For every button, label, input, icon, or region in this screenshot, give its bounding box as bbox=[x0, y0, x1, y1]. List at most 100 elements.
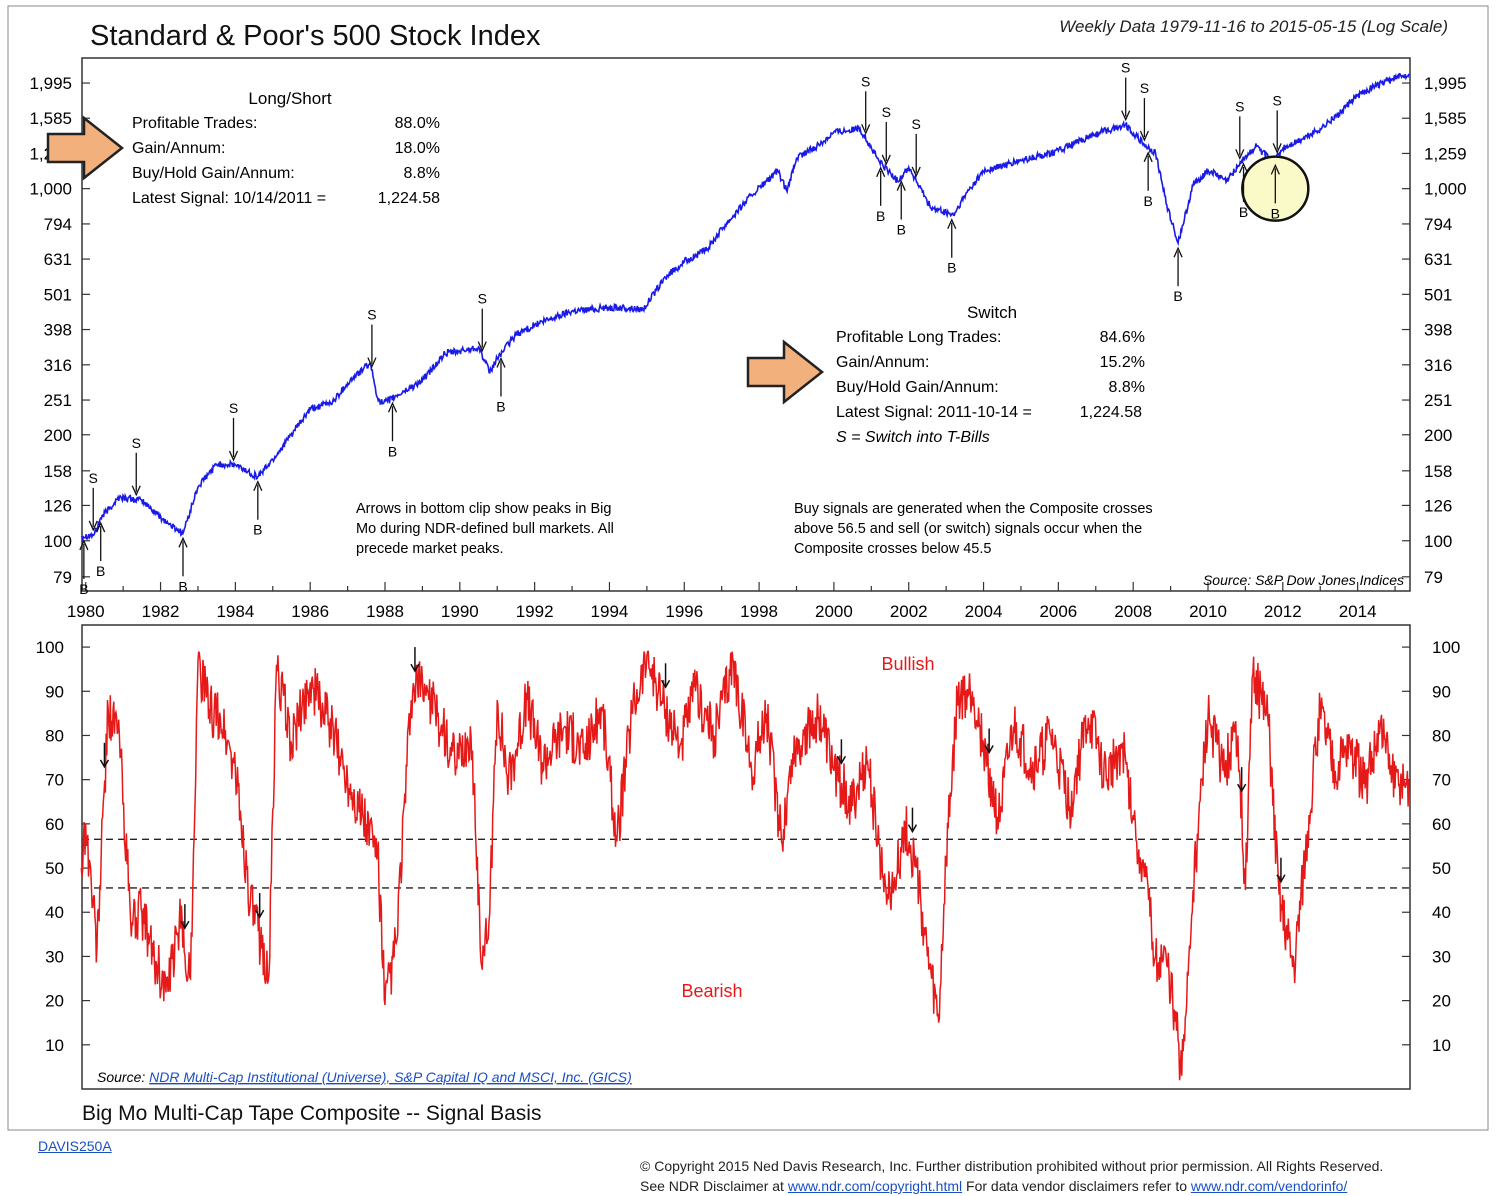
arrows-note-line-2: Mo during NDR-defined bull markets. All bbox=[356, 521, 614, 537]
buy-signal-label: B bbox=[1173, 288, 1182, 304]
buy-signal: B bbox=[496, 356, 506, 414]
peak-arrow-head-icon bbox=[660, 679, 671, 689]
buy-signal: B bbox=[178, 536, 188, 594]
buy-arrow-head-icon bbox=[896, 179, 906, 191]
peak-arrow-head-icon bbox=[255, 909, 265, 919]
copyright-notice: © Copyright 2015 Ned Davis Research, Inc… bbox=[640, 1156, 1383, 1196]
ls-label-3: Buy/Hold Gain/Annum: bbox=[132, 165, 295, 182]
peak-arrow-icon bbox=[99, 742, 110, 769]
vendor-info-link[interactable]: www.ndr.com/vendorinfo/ bbox=[1190, 1178, 1348, 1194]
composite-source-link[interactable]: NDR Multi-Cap Institutional (Universe), … bbox=[149, 1069, 632, 1085]
price-x-label: 1992 bbox=[516, 602, 554, 621]
buy-signal: B bbox=[96, 521, 106, 579]
price-x-label: 2010 bbox=[1189, 602, 1227, 621]
buy-arrow-head-icon bbox=[387, 401, 398, 413]
composite-y-label-right: 100 bbox=[1432, 638, 1460, 657]
sell-arrow-head-icon bbox=[88, 520, 98, 532]
buy-signal-label: B bbox=[1143, 193, 1152, 209]
buy-arrow-head-icon bbox=[496, 356, 506, 368]
buy-arrow-head-icon bbox=[1173, 246, 1183, 258]
signals-note-line-3: Composite crosses below 45.5 bbox=[794, 541, 991, 557]
price-y-label-left: 1,995 bbox=[29, 74, 72, 93]
buy-signal: B bbox=[79, 539, 89, 597]
sell-arrow-head-icon bbox=[1272, 143, 1282, 155]
buy-signal: B bbox=[253, 480, 263, 538]
chart-code-link[interactable]: DAVIS250A bbox=[38, 1138, 112, 1154]
sw-value-2: 15.2% bbox=[1100, 354, 1145, 371]
threshold-lines bbox=[82, 838, 1410, 889]
composite-source: Source: NDR Multi-Cap Institutional (Uni… bbox=[97, 1069, 632, 1085]
copyright-text-a: See NDR Disclaimer at bbox=[640, 1178, 788, 1194]
buy-signal: B bbox=[1270, 163, 1280, 221]
buy-signal: B bbox=[896, 179, 906, 238]
sw-label-3: Buy/Hold Gain/Annum: bbox=[836, 379, 999, 396]
long-short-arrow-icon bbox=[46, 115, 125, 181]
copyright-line-1: © Copyright 2015 Ned Davis Research, Inc… bbox=[640, 1158, 1384, 1174]
buy-arrow-head-icon bbox=[876, 166, 886, 178]
buy-signal: B bbox=[1173, 246, 1183, 304]
chart-title: Standard & Poor's 500 Stock Index bbox=[90, 20, 541, 52]
peak-arrow-icon bbox=[255, 893, 265, 919]
price-y-label-right: 1,259 bbox=[1424, 144, 1467, 163]
buy-arrow-head-icon bbox=[96, 521, 106, 533]
price-x-label: 1982 bbox=[142, 602, 180, 621]
buy-arrow-head-icon bbox=[1270, 163, 1280, 175]
price-y-label-right: 200 bbox=[1424, 426, 1452, 445]
price-x-label: 2012 bbox=[1264, 602, 1302, 621]
price-y-label-right: 79 bbox=[1424, 568, 1443, 587]
composite-y-label-left: 30 bbox=[45, 947, 64, 966]
sell-signal-label: S bbox=[882, 104, 891, 120]
buy-signal-label: B bbox=[79, 581, 88, 597]
arrows-note: Arrows in bottom clip show peaks in Big … bbox=[356, 501, 614, 557]
sell-signal-label: S bbox=[478, 291, 487, 307]
switch-note: S = Switch into T-Bills bbox=[836, 429, 990, 446]
copyright-line-2: See NDR Disclaimer at www.ndr.com/copyri… bbox=[640, 1176, 1383, 1196]
price-y-label-left: 100 bbox=[44, 532, 72, 551]
ls-value-3: 8.8% bbox=[404, 165, 440, 182]
sell-signal: S bbox=[478, 291, 487, 353]
sell-signal: S bbox=[882, 104, 891, 166]
composite-y-label-left: 100 bbox=[36, 638, 64, 657]
price-y-label-left: 79 bbox=[53, 568, 72, 587]
signals-note: Buy signals are generated when the Compo… bbox=[794, 501, 1153, 557]
buy-signal-label: B bbox=[388, 443, 397, 459]
bullish-label: Bullish bbox=[881, 654, 934, 674]
buy-signal: B bbox=[1239, 162, 1248, 220]
buy-signal: B bbox=[387, 401, 398, 459]
composite-y-label-right: 50 bbox=[1432, 859, 1451, 878]
peak-arrow-icon bbox=[410, 647, 420, 673]
sell-signal-label: S bbox=[89, 470, 98, 486]
price-x-label: 2014 bbox=[1339, 602, 1377, 621]
price-y-label-right: 1,585 bbox=[1424, 109, 1467, 128]
sell-signal-label: S bbox=[1121, 60, 1130, 76]
price-y-label-right: 501 bbox=[1424, 285, 1452, 304]
buy-arrow-head-icon bbox=[947, 218, 957, 229]
buy-arrow-head-icon bbox=[178, 536, 188, 548]
composite-y-label-left: 80 bbox=[45, 726, 64, 745]
buy-signal-label: B bbox=[876, 208, 885, 224]
composite-series bbox=[80, 650, 1410, 1081]
copyright-link[interactable]: www.ndr.com/copyright.html bbox=[787, 1178, 963, 1194]
sell-signal-label: S bbox=[861, 73, 870, 89]
buy-arrow-head-icon bbox=[253, 480, 263, 492]
peak-arrow-head-icon bbox=[907, 824, 918, 834]
peak-arrow-icon bbox=[836, 739, 847, 765]
buy-signal-label: B bbox=[253, 522, 262, 538]
ls-label-1: Profitable Trades: bbox=[132, 115, 257, 132]
peak-arrow-icon bbox=[907, 807, 918, 834]
ls-label-4: Latest Signal: 10/14/2011 = bbox=[132, 190, 326, 207]
buy-signal-label: B bbox=[1239, 204, 1248, 220]
composite-y-label-left: 50 bbox=[45, 859, 64, 878]
sell-signal-label: S bbox=[1235, 98, 1244, 114]
peak-arrows bbox=[99, 647, 1286, 930]
sell-arrow-head-icon bbox=[1139, 130, 1149, 142]
composite-y-label-right: 40 bbox=[1432, 903, 1451, 922]
composite-y-label-right: 90 bbox=[1432, 682, 1451, 701]
peak-arrow-head-icon bbox=[180, 920, 190, 930]
price-y-label-right: 100 bbox=[1424, 532, 1452, 551]
buy-signal-label: B bbox=[496, 398, 505, 414]
buy-signal: B bbox=[947, 218, 957, 276]
price-y-label-right: 158 bbox=[1424, 462, 1452, 481]
sell-signal: S bbox=[1272, 92, 1282, 155]
